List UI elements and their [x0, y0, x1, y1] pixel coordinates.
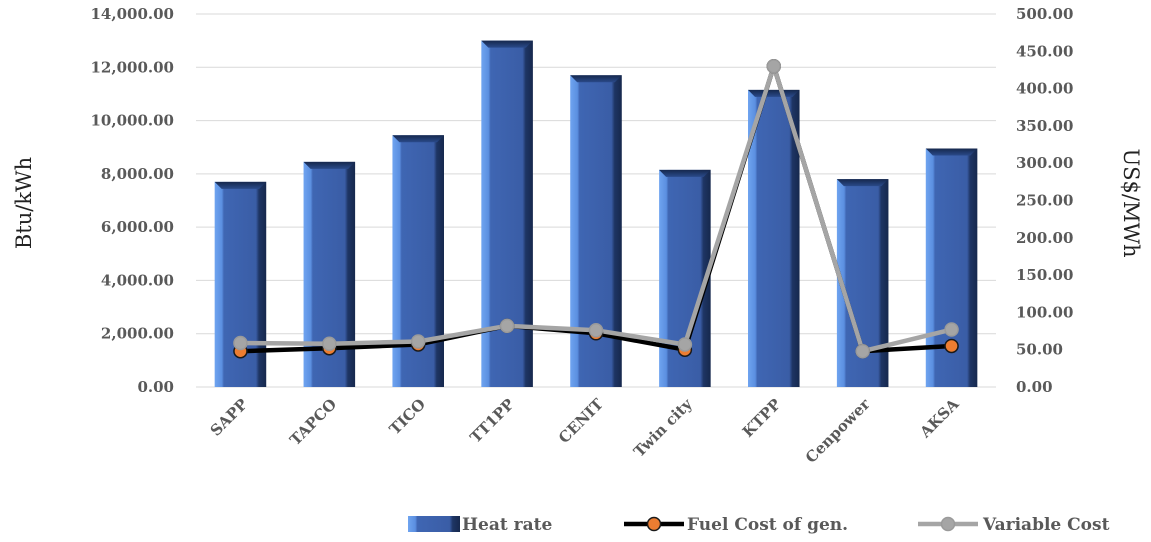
bar-cap: [925, 148, 978, 156]
legend-label: Heat rate: [462, 515, 552, 535]
category-label: Cenpower: [802, 394, 874, 466]
right-tick-label: 50.00: [1016, 341, 1063, 359]
bar-cap: [748, 89, 800, 97]
right-axis-title: US$/MWh: [1119, 148, 1143, 257]
series-marker: [499, 318, 515, 334]
left-axis-title: Btu/kWh: [12, 157, 36, 249]
series-marker: [588, 323, 604, 338]
category-label: SAPP: [207, 395, 252, 440]
left-axis-ticks: 0.00 2,000.00 4,000.00 6,000.00 8,000.00 10,0…: [90, 5, 174, 396]
legend-swatch-marker: [940, 516, 956, 532]
right-tick-label: 200.00: [1016, 229, 1073, 247]
bar-cap: [836, 179, 889, 187]
bar: [481, 40, 533, 388]
series-marker: [944, 322, 959, 337]
category-label: KTPP: [739, 395, 785, 441]
bar: [748, 89, 800, 388]
bar-cap: [570, 75, 622, 83]
bar-cap: [481, 40, 533, 48]
right-axis-ticks: 0.00 50.00 100.00 150.00 200.00 250.00 300.00 3…: [1016, 5, 1073, 396]
right-tick-label: 400.00: [1016, 80, 1073, 98]
category-label: TAPCO: [286, 395, 340, 449]
legend-item: Heat rate: [408, 515, 552, 535]
right-tick-label: 450.00: [1016, 42, 1073, 60]
legend-swatch-bar: [408, 516, 460, 532]
left-tick-label: 0.00: [137, 378, 174, 396]
legend-label: Fuel Cost of gen.: [687, 515, 848, 535]
series-marker: [410, 334, 426, 349]
bar-body: [748, 89, 800, 388]
right-tick-label: 150.00: [1016, 266, 1073, 284]
legend-item: Fuel Cost of gen.: [624, 515, 848, 535]
left-tick-label: 4,000.00: [101, 271, 174, 289]
bar-cap: [303, 161, 356, 169]
category-label: Twin city: [630, 394, 696, 460]
left-tick-label: 10,000.00: [90, 112, 174, 130]
right-tick-label: 100.00: [1016, 303, 1073, 321]
series-marker: [233, 335, 248, 351]
series-marker: [677, 337, 693, 352]
bar-cap: [392, 135, 444, 143]
category-label: CENIT: [555, 395, 607, 447]
bar-cap: [659, 169, 711, 177]
right-tick-label: 300.00: [1016, 154, 1073, 172]
right-tick-label: 350.00: [1016, 117, 1073, 135]
legend-swatch-marker: [646, 516, 662, 532]
legend-label: Variable Cost: [982, 515, 1110, 535]
left-tick-label: 14,000.00: [90, 5, 174, 23]
series-marker: [944, 338, 959, 354]
right-tick-label: 500.00: [1016, 5, 1073, 23]
left-tick-label: 8,000.00: [101, 165, 174, 183]
series-marker: [855, 343, 870, 359]
left-tick-label: 6,000.00: [101, 218, 174, 236]
left-tick-label: 2,000.00: [101, 325, 174, 343]
legend-item: Variable Cost: [918, 515, 1110, 535]
category-axis-labels: SAPP TAPCO TICO TT1PP CENIT Twin city KTPP Cenp…: [207, 394, 963, 466]
category-label: AKSA: [916, 395, 963, 442]
bar-cap: [214, 181, 267, 189]
category-label: TT1PP: [466, 395, 517, 446]
left-tick-label: 12,000.00: [90, 58, 174, 76]
right-tick-label: 250.00: [1016, 192, 1073, 210]
series-marker: [766, 58, 782, 74]
bar-body: [481, 40, 533, 388]
category-label: TICO: [386, 395, 429, 438]
series-marker: [322, 336, 337, 351]
legend: Heat rate Fuel Cost of gen. Variable Cost: [408, 515, 1110, 535]
line-series: [233, 58, 959, 359]
right-tick-label: 0.00: [1016, 378, 1053, 396]
